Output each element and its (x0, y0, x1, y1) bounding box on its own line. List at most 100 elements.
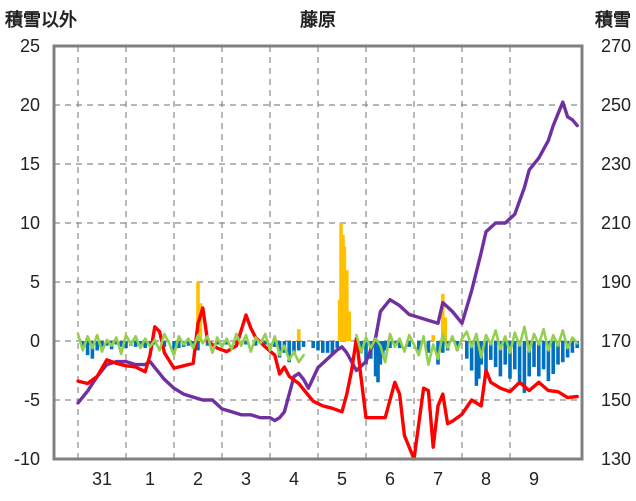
bar-mark (292, 341, 296, 356)
bar-mark (407, 341, 411, 347)
right-tick-label: 150 (601, 390, 631, 410)
series-line (76, 332, 305, 364)
series-line (355, 325, 579, 366)
bar-mark (431, 335, 435, 341)
line-series (76, 100, 579, 461)
bar-mark (378, 341, 383, 365)
x-tick-label: 9 (529, 469, 539, 489)
bar-mark (263, 341, 267, 345)
right-tick-label: 190 (601, 272, 631, 292)
bar-mark (570, 341, 575, 353)
bar-mark (287, 341, 291, 363)
bar-mark (541, 341, 546, 370)
bar-mark (339, 223, 343, 341)
x-tick-label: 1 (145, 469, 155, 489)
bar-mark (95, 341, 99, 351)
bar-mark (148, 341, 152, 346)
plot-frame (52, 44, 584, 461)
bar-mark (373, 341, 378, 377)
bar-mark (205, 341, 210, 346)
bar-mark (556, 341, 560, 365)
right-axis-title: 積雪 (594, 9, 631, 31)
bar-mark (469, 341, 474, 371)
bar-mark (537, 341, 541, 377)
bar-mark (253, 341, 258, 346)
bar-mark (455, 341, 459, 351)
x-tick-label: 8 (481, 469, 491, 489)
bar-mark (417, 341, 421, 351)
bar-mark (138, 341, 143, 345)
left-tick-label: 20 (20, 95, 40, 115)
grid-lines (54, 46, 582, 459)
x-tick-label: 31 (92, 469, 112, 489)
bar-mark (143, 341, 147, 349)
bar-mark (513, 341, 517, 370)
left-axis-title: 積雪以外 (4, 9, 77, 31)
bar-mark (244, 341, 248, 345)
bar-mark (90, 341, 95, 359)
bar-mark (330, 341, 335, 356)
bar-mark (196, 282, 200, 341)
bar-mark (441, 341, 445, 353)
bar-mark (376, 341, 380, 383)
bar-mark (551, 341, 555, 375)
x-tick-label: 6 (385, 469, 395, 489)
x-tick-label: 5 (337, 469, 347, 489)
series-line (76, 100, 579, 423)
right-tick-label: 170 (601, 331, 631, 351)
bar-mark (508, 341, 512, 379)
bar-mark (172, 341, 176, 351)
left-tick-label: 10 (20, 213, 40, 233)
bar-mark (397, 341, 402, 349)
bar-mark (503, 341, 507, 365)
bar-mark (388, 341, 392, 349)
left-tick-label: 15 (20, 154, 40, 174)
bar-mark (105, 341, 109, 346)
x-tick-label: 4 (289, 469, 299, 489)
left-tick-label: 25 (20, 36, 40, 56)
bar-mark (345, 270, 349, 341)
bar-mark (119, 341, 123, 347)
bar-mark (441, 293, 445, 341)
bar-mark (493, 341, 498, 367)
bar-mark (316, 341, 320, 351)
bar-mark (133, 341, 138, 347)
bar-mark (196, 341, 200, 351)
bar-mark (561, 341, 565, 363)
bar-mark (359, 341, 363, 353)
bar-mark (443, 317, 447, 341)
bar-mark (162, 341, 167, 347)
bar-mark (383, 341, 387, 351)
left-axis-ticks: -10 -5 0 5 10 15 20 25 (14, 36, 40, 469)
bar-mark (477, 341, 481, 379)
bar-mark (347, 311, 351, 341)
bar-mark (177, 341, 181, 349)
left-tick-label: 0 (30, 331, 40, 351)
bar-mark (532, 341, 536, 367)
bar-mark (364, 341, 368, 365)
bar-mark (191, 341, 195, 345)
bar-mark (85, 341, 90, 356)
x-tick-label: 2 (193, 469, 203, 489)
bar-mark (297, 329, 301, 341)
bar-mark (381, 341, 385, 356)
left-tick-label: -5 (24, 390, 40, 410)
bar-mark (198, 303, 203, 341)
right-tick-label: 230 (601, 154, 631, 174)
bar-mark (546, 341, 551, 382)
x-tick-label: 3 (241, 469, 251, 489)
right-tick-label: 250 (601, 95, 631, 115)
bar-mark (498, 341, 503, 377)
bar-mark (100, 341, 104, 347)
bar-mark (484, 341, 488, 375)
bar-mark (527, 341, 531, 377)
bar-mark (426, 341, 431, 353)
bar-series (81, 223, 579, 393)
bar-mark (81, 341, 85, 349)
right-tick-label: 270 (601, 36, 631, 56)
bar-mark (522, 341, 527, 393)
bar-mark (325, 341, 330, 353)
bar-mark (321, 341, 325, 353)
